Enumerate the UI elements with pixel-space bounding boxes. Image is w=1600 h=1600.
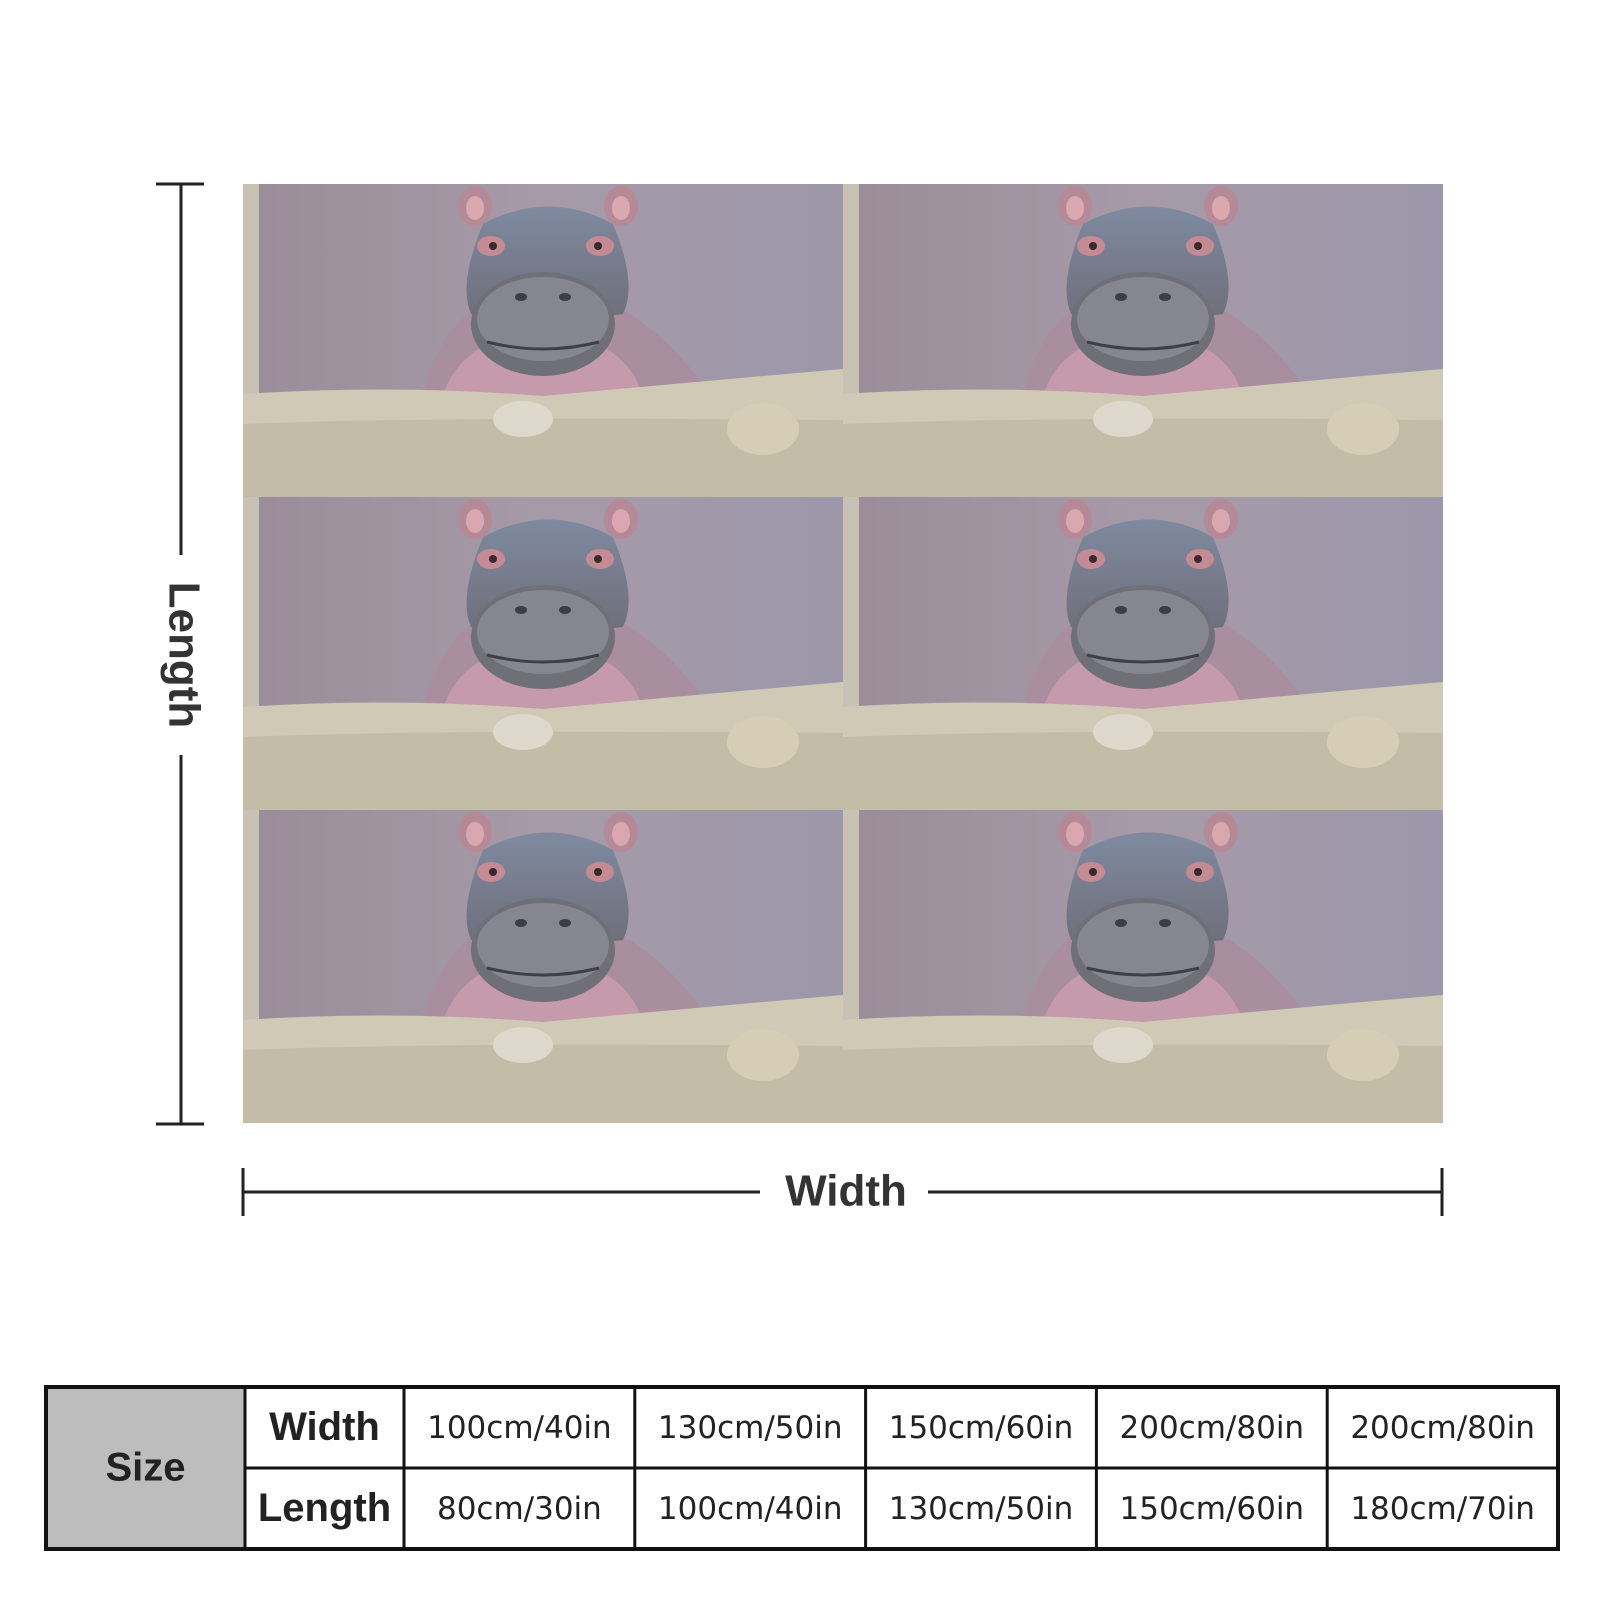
size-value: 150cm/60in [889, 1410, 1074, 1446]
size-title: Size [105, 1446, 185, 1490]
size-value: 150cm/60in [1120, 1491, 1305, 1527]
row-label: Length [258, 1486, 391, 1530]
size-table: Size Width 100cm/40in 130cm/50in 150cm/60in 2… [44, 1385, 1560, 1551]
size-value: 130cm/50in [658, 1410, 843, 1446]
size-value: 130cm/50in [889, 1491, 1074, 1527]
size-cell [46, 1387, 245, 1549]
size-value: 180cm/70in [1350, 1491, 1535, 1527]
width-dimension [241, 1168, 1444, 1216]
width-label: Width [785, 1167, 907, 1216]
size-value: 200cm/80in [1120, 1410, 1305, 1446]
length-label: Length [159, 582, 208, 729]
size-value: 100cm/40in [427, 1410, 612, 1446]
size-value: 200cm/80in [1350, 1410, 1535, 1446]
size-value: 100cm/40in [658, 1491, 843, 1527]
blanket-preview [243, 184, 1443, 1123]
length-dimension [156, 182, 204, 1126]
table-outline [44, 1385, 1560, 1551]
size-value: 80cm/30in [437, 1491, 602, 1527]
row-label: Width [269, 1405, 380, 1449]
